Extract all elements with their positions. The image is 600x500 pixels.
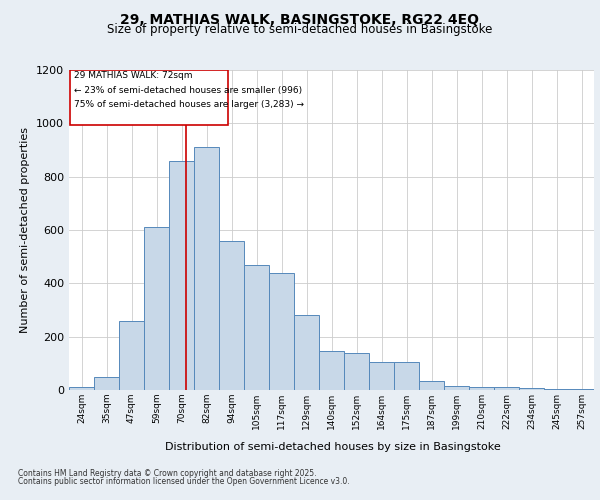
Text: Distribution of semi-detached houses by size in Basingstoke: Distribution of semi-detached houses by …: [165, 442, 501, 452]
Bar: [144, 228, 169, 390]
Bar: [269, 272, 294, 390]
Bar: [544, 388, 569, 390]
Bar: [444, 386, 469, 390]
Text: 29, MATHIAS WALK, BASINGSTOKE, RG22 4EQ: 29, MATHIAS WALK, BASINGSTOKE, RG22 4EQ: [121, 12, 479, 26]
Y-axis label: Number of semi-detached properties: Number of semi-detached properties: [20, 127, 31, 333]
Bar: [69, 388, 94, 390]
Text: 75% of semi-detached houses are larger (3,283) →: 75% of semi-detached houses are larger (…: [74, 100, 304, 109]
Bar: [244, 264, 269, 390]
Bar: [519, 388, 544, 390]
Bar: [394, 362, 419, 390]
Bar: [319, 352, 344, 390]
Text: Contains public sector information licensed under the Open Government Licence v3: Contains public sector information licen…: [18, 477, 350, 486]
Bar: [494, 388, 519, 390]
Bar: [419, 380, 444, 390]
Bar: [344, 352, 369, 390]
Bar: [194, 148, 219, 390]
Text: 29 MATHIAS WALK: 72sqm: 29 MATHIAS WALK: 72sqm: [74, 71, 193, 80]
Bar: [569, 389, 594, 390]
Bar: [469, 387, 494, 390]
Bar: [294, 316, 319, 390]
Text: Size of property relative to semi-detached houses in Basingstoke: Size of property relative to semi-detach…: [107, 22, 493, 36]
Text: ← 23% of semi-detached houses are smaller (996): ← 23% of semi-detached houses are smalle…: [74, 86, 302, 94]
Bar: [369, 362, 394, 390]
FancyBboxPatch shape: [70, 70, 227, 124]
Text: Contains HM Land Registry data © Crown copyright and database right 2025.: Contains HM Land Registry data © Crown c…: [18, 468, 317, 477]
Bar: [94, 376, 119, 390]
Bar: [169, 160, 194, 390]
Bar: [119, 320, 144, 390]
Bar: [219, 240, 244, 390]
